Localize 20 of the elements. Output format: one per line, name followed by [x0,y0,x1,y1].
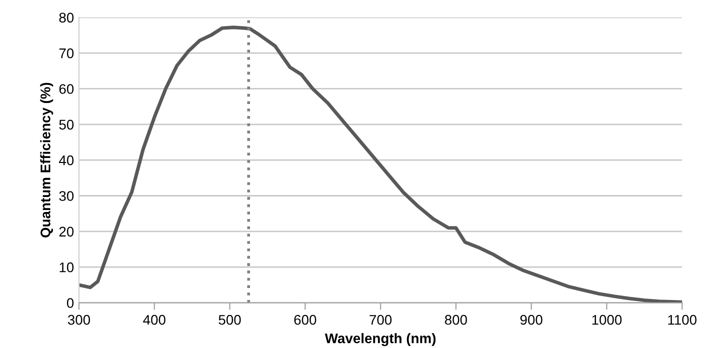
x-tick-label: 700 [370,314,392,325]
y-axis-title: Quantum Efficiency (%) [40,82,54,238]
x-tick-label: 1000 [592,314,622,325]
y-tick-label: 50 [59,120,74,130]
y-tick-label: 40 [58,155,74,166]
y-tick-label: 80 [59,12,74,23]
x-axis-title: Wavelength (nm) [324,333,436,346]
x-tick-label: 600 [294,314,316,325]
x-tick-label: 900 [520,314,542,325]
y-tick-label: 0 [66,298,74,308]
y-tick-label: 30 [59,191,74,201]
y-tick-label: 10 [60,262,74,272]
x-tick-label: 300 [68,314,90,325]
x-tick-label: 400 [143,314,166,325]
x-tick-label: 1100 [668,314,696,325]
y-tick-label: 20 [59,226,74,237]
x-tick-label: 500 [218,314,241,325]
y-tick-label: 60 [59,84,74,94]
y-tick-label: 70 [59,48,74,58]
x-tick-label: 800 [444,314,467,325]
